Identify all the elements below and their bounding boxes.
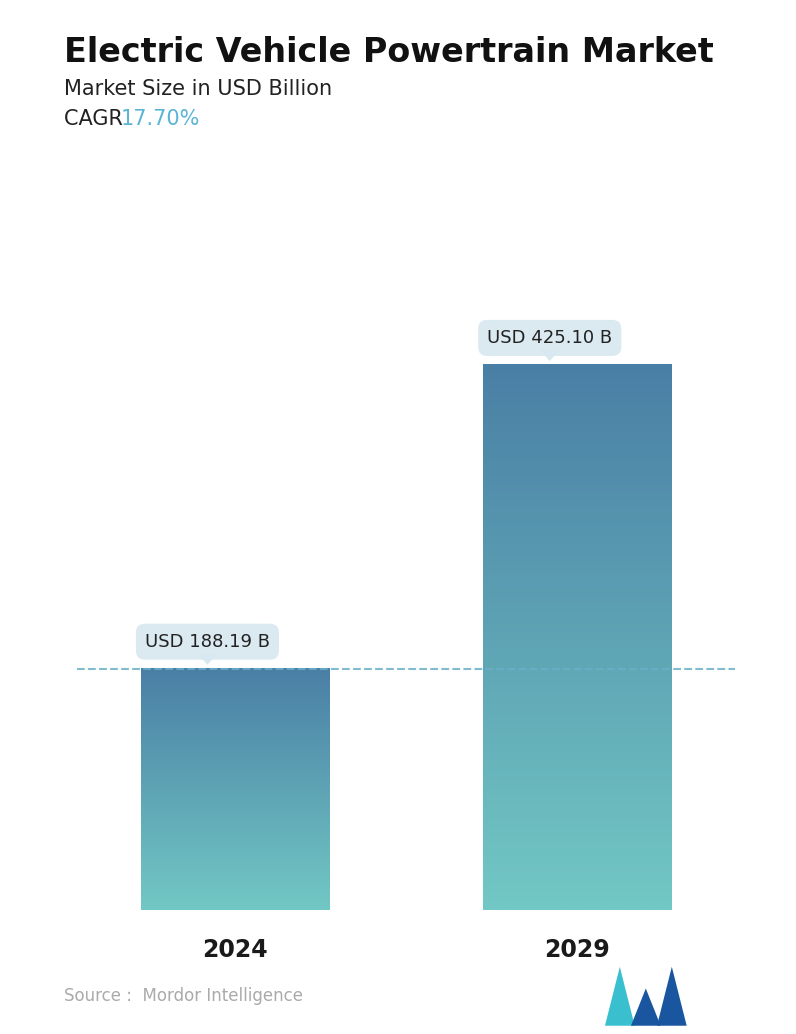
Text: Market Size in USD Billion: Market Size in USD Billion bbox=[64, 79, 332, 98]
Text: USD 188.19 B: USD 188.19 B bbox=[145, 633, 270, 650]
Text: Source :  Mordor Intelligence: Source : Mordor Intelligence bbox=[64, 987, 302, 1005]
Polygon shape bbox=[605, 967, 634, 1026]
Text: USD 425.10 B: USD 425.10 B bbox=[487, 329, 612, 347]
Text: 2029: 2029 bbox=[544, 938, 610, 962]
Text: CAGR: CAGR bbox=[64, 109, 136, 128]
Text: Electric Vehicle Powertrain Market: Electric Vehicle Powertrain Market bbox=[64, 36, 713, 69]
Polygon shape bbox=[197, 653, 218, 665]
Polygon shape bbox=[657, 967, 687, 1026]
Polygon shape bbox=[631, 989, 661, 1026]
Polygon shape bbox=[540, 349, 560, 361]
Text: 17.70%: 17.70% bbox=[121, 109, 201, 128]
Text: 2024: 2024 bbox=[202, 938, 267, 962]
